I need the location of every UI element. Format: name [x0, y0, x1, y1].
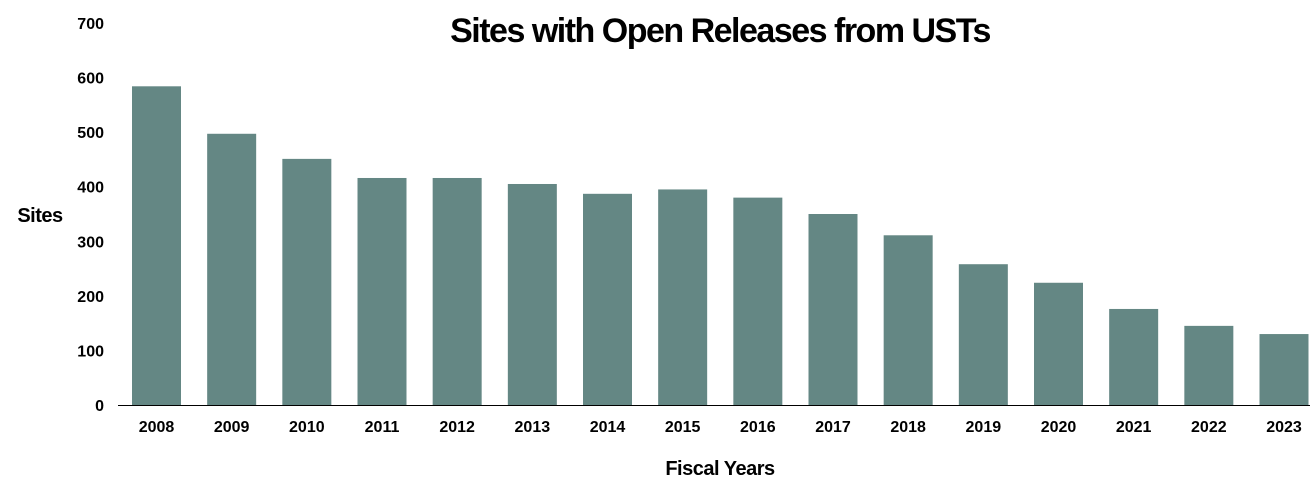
x-tick-label: 2020	[1041, 419, 1077, 436]
x-tick-label: 2022	[1191, 419, 1227, 436]
x-tick-label: 2014	[590, 419, 626, 436]
y-tick-label: 300	[77, 234, 104, 251]
x-tick-label: 2019	[966, 419, 1002, 436]
bar	[207, 133, 257, 405]
x-tick-label: 2011	[365, 419, 400, 436]
x-tick-label: 2023	[1266, 419, 1302, 436]
bar	[1259, 334, 1309, 405]
y-tick-label: 600	[77, 71, 104, 88]
bar	[583, 193, 632, 405]
x-tick-label: 2017	[815, 419, 851, 436]
x-tick-label: 2013	[515, 419, 551, 436]
bar	[432, 177, 482, 405]
x-tick-label: 2009	[214, 419, 250, 436]
y-tick-label: 0	[95, 398, 104, 415]
x-tick-label: 2008	[139, 419, 175, 436]
y-axis-label: Sites	[17, 205, 63, 227]
x-tick-label: 2021	[1116, 419, 1152, 436]
y-tick-label: 200	[77, 289, 104, 306]
y-tick-label: 700	[77, 16, 104, 33]
bar	[282, 158, 332, 405]
y-tick-label: 100	[77, 343, 104, 360]
y-tick-label: 500	[77, 125, 104, 142]
bar	[808, 214, 858, 405]
bar	[132, 86, 181, 405]
bar	[1034, 282, 1083, 405]
x-tick-label: 2015	[665, 419, 701, 436]
bar	[357, 177, 407, 405]
bar	[1184, 325, 1234, 405]
x-tick-label: 2018	[890, 419, 926, 436]
x-axis-label: Fiscal Years	[665, 458, 775, 480]
x-tick-label: 2010	[289, 419, 325, 436]
chart-title: Sites with Open Releases from USTs	[450, 12, 990, 50]
x-axis-ticks: 2008 2009 2010 2011 2012 2013 2014 2015 2016 2017…	[139, 419, 1302, 436]
bar	[883, 235, 933, 405]
x-tick-label: 2012	[439, 419, 475, 436]
bars-group	[132, 86, 1309, 405]
x-tick-label: 2016	[740, 419, 776, 436]
bar	[507, 183, 557, 405]
bar	[733, 197, 783, 405]
y-axis-ticks: 0 100 200 300 400 500 600 700	[77, 16, 104, 415]
y-tick-label: 400	[77, 180, 104, 197]
bar	[658, 189, 708, 405]
bar	[1109, 308, 1159, 405]
bar	[958, 264, 1008, 405]
